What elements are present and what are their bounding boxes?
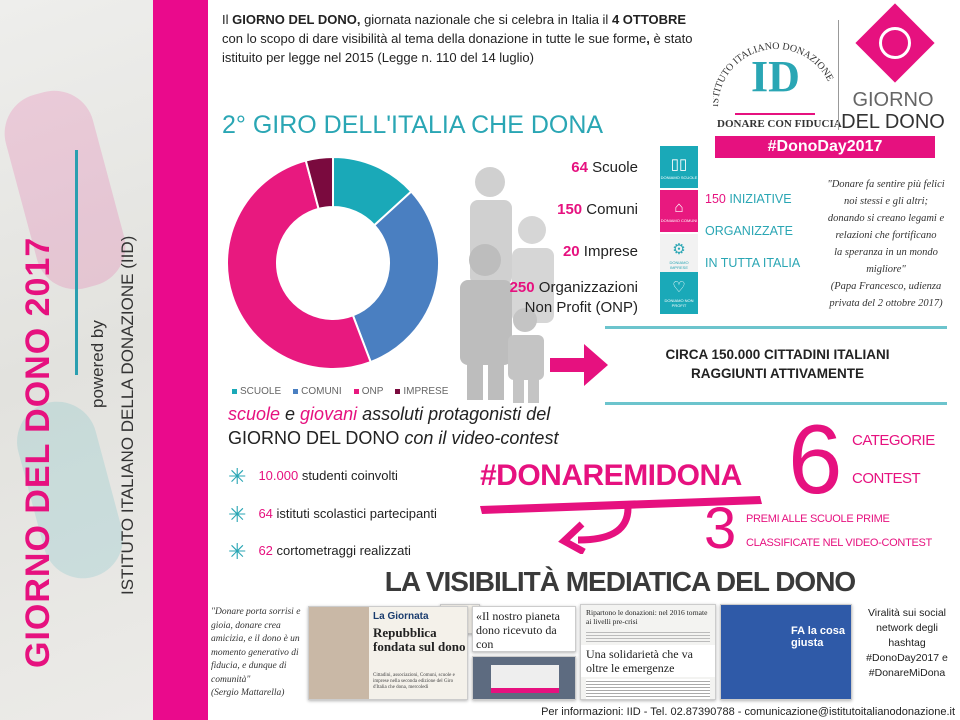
quote-line: Viralità sui social [867, 607, 946, 619]
hashtag-banner: #DonoDay2017 [715, 136, 935, 158]
pink-bar [153, 0, 208, 720]
gears-tile: ⚙ DONIAMO IMPRESE [660, 234, 698, 276]
legend-swatch [293, 388, 299, 394]
book-tile: ▯▯ DONIAMO SCUOLE [660, 146, 698, 188]
donut-slice-onp [226, 159, 372, 370]
divider [605, 402, 947, 405]
quote-line: comunità" [211, 674, 251, 685]
contest-stat: ✳ 62 cortometraggi realizzati [228, 538, 411, 564]
divider [75, 150, 78, 375]
mattarella-quote: "Donare porta sorrisi e gioia, donare cre… [211, 606, 305, 701]
asterisk-icon: ✳ [228, 538, 247, 564]
prizes-label-2: CLASSIFICATE NEL VIDEO-CONTEST [746, 537, 932, 549]
legend-item-scuole: SCUOLE [232, 386, 281, 397]
donut-chart [226, 155, 440, 370]
legend-item-comuni: COMUNI [293, 386, 342, 397]
quote-line: donando si creano legami e [827, 213, 945, 224]
logos: ISTITUTO ITALIANO DONAZIONE ID DONARE CO… [705, 3, 945, 158]
pope-quote: "Donare fa sentire più felici noi stessi … [815, 176, 957, 312]
side-title: GIORNO DEL DONO 2017 [19, 236, 57, 668]
intro-text: Il GIORNO DEL DONO, giornata nazionale c… [222, 12, 693, 65]
quote-line: hashtag [888, 637, 926, 649]
social-virality-text: Viralità sui social network degli hashtag #… [856, 606, 958, 681]
donut-slice-imprese [304, 155, 334, 211]
iid-letters: ID [751, 52, 800, 101]
townhall-tile: ⌂ DONIAMO COMUNI [660, 190, 698, 232]
quote-line: la speranza in un mondo [834, 247, 938, 258]
iid-logo: ISTITUTO ITALIANO DONAZIONE [713, 41, 835, 107]
stat-comuni: 150 Comuni [557, 201, 638, 218]
divider [838, 20, 839, 130]
press-clipping-repubblica: La Giornata Repubblica fondata sul dono … [308, 606, 468, 700]
heart-icon: ♡ [672, 279, 686, 296]
stat-imprese: 20 Imprese [562, 243, 638, 260]
media-visibility-title: LA VISIBILITÀ MEDIATICA DEL DONO [384, 566, 856, 597]
curved-arrow-icon [480, 496, 762, 554]
tv-screenshot [472, 656, 576, 700]
gears-icon: ⚙ [672, 241, 686, 258]
contest-stat: ✳ 10.000 studenti coinvolti [228, 463, 398, 489]
quote-line: amicizia, e il dono è un [211, 634, 300, 644]
quote-line: privata del 2 ottobre 2017) [829, 298, 943, 309]
institute-name: ISTITUTO ITALIANO DELLA DONAZIONE (IID) [118, 235, 137, 595]
chart-legend: SCUOLE COMUNI ONP IMPRESE [232, 386, 460, 397]
book-icon: ▯▯ [670, 155, 688, 173]
footer-contact: Per informazioni: IID - Tel. 02.87390788… [541, 706, 955, 718]
quote-line: "Donare porta sorrisi e [211, 607, 301, 617]
prizes-label-1: PREMI ALLE SCUOLE PRIME [746, 513, 890, 525]
donut-slice-comuni [351, 190, 440, 364]
divider [605, 326, 947, 329]
contest-categories-number: 6 [788, 404, 843, 514]
asterisk-icon: ✳ [228, 463, 247, 489]
video-contest-intro: scuole e giovani assoluti protagonisti d… [228, 404, 559, 448]
press-clipping-donazioni: Ripartono le donazioni: nel 2016 tornate… [580, 604, 716, 700]
contest-categories-label: CATEGORIE [852, 432, 935, 449]
powered-by: powered by [88, 320, 107, 408]
quote-line: migliore" [866, 264, 906, 275]
heart-tile: ♡ DONIAMO NON PROFIT [660, 272, 698, 314]
quote-line: network degli [876, 622, 938, 634]
asterisk-icon: ✳ [228, 501, 247, 527]
stat-organizzazioni: 250 Organizzazioni Non Profit (ONP) [509, 279, 638, 316]
quote-line: noi stessi e gli altri; [844, 196, 928, 207]
legend-swatch [395, 388, 401, 394]
gdd-logo-diamond [855, 3, 935, 83]
tv-screenshot-fa-la-cosa-giusta: FA la cosa giusta [720, 604, 852, 700]
townhall-icon: ⌂ [674, 199, 684, 216]
contest-stat: ✳ 64 istituti scolastici partecipanti [228, 501, 437, 527]
press-clipping-pianeta: «Il nostro pianeta dono ricevuto da con [472, 606, 576, 652]
hashtag-donaremidona: #DONAREMIDONA [480, 459, 742, 492]
iid-tagline: DONARE CON FIDUCIA [717, 118, 842, 130]
side-banner: GIORNO DEL DONO 2017 powered by ISTITUTO… [0, 0, 153, 720]
people-illustration [460, 167, 554, 403]
quote-line: gioia, donare crea [211, 620, 281, 631]
legend-swatch [353, 388, 359, 394]
quote-line: fiducia, e dunque di [211, 661, 287, 671]
quote-line: #DonoDay2017 e [866, 652, 948, 664]
initiatives-text: 150 INIZIATIVE ORGANIZZATE IN TUTTA ITAL… [705, 192, 801, 270]
quote-line: relazioni che fortificano [835, 230, 937, 241]
gdd-logo-text: GIORNO DEL DONO [841, 89, 945, 133]
quote-line: momento generativo di [211, 647, 299, 658]
stat-scuole: 64 Scuole [571, 159, 638, 176]
prizes-number: 3 [704, 496, 737, 561]
quote-line: "Donare fa sentire più felici [827, 179, 945, 190]
legend-item-imprese: IMPRESE [395, 386, 448, 397]
citizens-reached: CIRCA 150.000 CITTADINI ITALIANI RAGGIUNT… [665, 347, 890, 381]
section-title: 2° GIRO DELL'ITALIA CHE DONA [222, 111, 604, 139]
quote-line: (Papa Francesco, udienza [830, 281, 942, 292]
divider [735, 113, 815, 115]
legend-item-onp: ONP [353, 386, 383, 397]
arrow-right-icon [550, 344, 608, 386]
quote-line: #DonareMiDona [868, 667, 946, 679]
quote-line: (Sergio Mattarella) [211, 688, 285, 698]
legend-swatch [232, 388, 237, 394]
contest-label: CONTEST [852, 470, 921, 487]
